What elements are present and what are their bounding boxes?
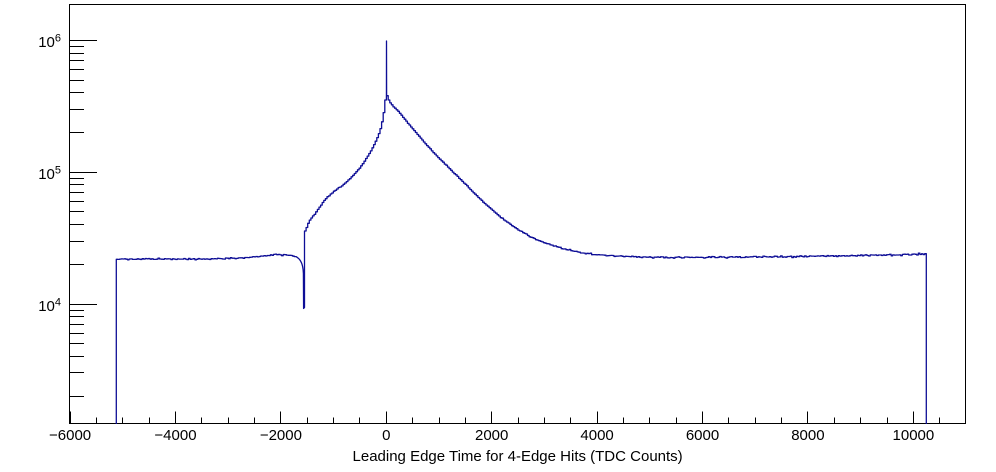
svg-text:−2000: −2000 xyxy=(260,427,302,444)
svg-text:−6000: −6000 xyxy=(49,427,91,444)
svg-text:−4000: −4000 xyxy=(154,427,196,444)
svg-text:4000: 4000 xyxy=(580,427,613,444)
svg-text:0: 0 xyxy=(382,427,390,444)
svg-text:10000: 10000 xyxy=(893,427,935,444)
svg-text:Leading Edge Time for 4-Edge H: Leading Edge Time for 4-Edge Hits (TDC C… xyxy=(353,448,683,465)
svg-text:2000: 2000 xyxy=(475,427,508,444)
svg-text:6000: 6000 xyxy=(686,427,719,444)
svg-text:8000: 8000 xyxy=(791,427,824,444)
